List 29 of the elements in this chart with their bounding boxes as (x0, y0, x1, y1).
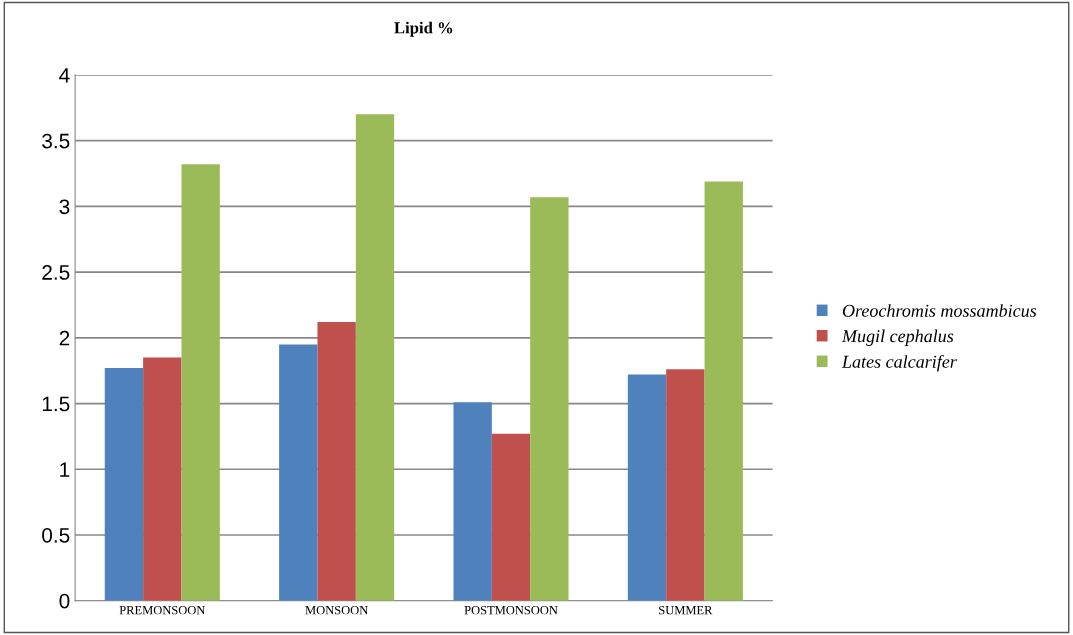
y-tick-label: 4 (59, 68, 70, 83)
bar (317, 322, 356, 601)
bar (491, 433, 531, 601)
bar (453, 402, 492, 601)
bar (627, 374, 667, 601)
bar (355, 114, 395, 601)
legend-label: Oreochromis mossambicus (842, 304, 1037, 317)
bar (143, 357, 182, 601)
bar (181, 164, 220, 601)
chart-title: Lipid % (394, 21, 453, 37)
legend-label: Lates calcarifer (841, 354, 957, 372)
bar (279, 344, 318, 601)
bar (704, 181, 743, 601)
y-tick-label: 3.5 (42, 133, 70, 149)
x-tick-label: SUMMER (659, 605, 713, 615)
x-tick-label: MONSOON (305, 605, 368, 615)
y-tick-label: 2.5 (42, 265, 70, 280)
y-tick-label: 1.5 (42, 396, 70, 412)
y-tick-label: 2 (59, 330, 70, 346)
x-tick-label: PREMONSOON (119, 605, 206, 615)
legend-label: Mugil cephalus (841, 329, 954, 346)
bar (530, 197, 569, 601)
y-tick-label: 0.5 (42, 527, 70, 543)
bar (104, 368, 144, 601)
y-tick-label: 3 (59, 199, 70, 215)
x-tick-label: POSTMONSOON (464, 605, 558, 615)
y-tick-label: 0 (59, 593, 70, 609)
y-tick-label: 1 (60, 462, 70, 477)
bar (666, 369, 705, 601)
